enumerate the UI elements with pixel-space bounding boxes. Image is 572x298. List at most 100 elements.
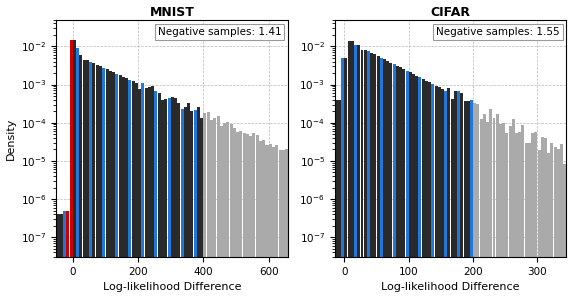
Bar bbox=[476, 104, 479, 298]
Bar bbox=[83, 60, 86, 298]
Bar bbox=[492, 118, 495, 298]
Bar bbox=[76, 48, 79, 298]
Bar bbox=[538, 150, 541, 298]
Bar bbox=[151, 86, 154, 298]
Bar bbox=[112, 72, 115, 298]
Bar bbox=[145, 88, 148, 298]
Bar bbox=[262, 140, 265, 298]
Bar bbox=[338, 100, 341, 298]
Text: Negative samples: 1.41: Negative samples: 1.41 bbox=[158, 27, 281, 37]
Bar bbox=[470, 100, 473, 298]
Bar bbox=[399, 68, 402, 298]
Bar bbox=[227, 122, 229, 298]
Bar bbox=[249, 136, 252, 298]
Bar bbox=[348, 41, 351, 298]
Bar bbox=[164, 99, 167, 298]
Bar bbox=[223, 123, 226, 298]
Bar bbox=[441, 89, 444, 298]
Bar bbox=[496, 114, 499, 298]
Bar bbox=[217, 117, 220, 298]
Bar bbox=[431, 84, 434, 298]
Bar bbox=[132, 81, 134, 298]
Bar bbox=[86, 60, 89, 298]
Bar bbox=[171, 97, 174, 298]
Bar bbox=[367, 51, 370, 298]
Bar bbox=[210, 120, 213, 298]
Bar bbox=[102, 68, 105, 298]
Bar bbox=[341, 58, 344, 298]
Bar bbox=[544, 138, 547, 298]
Bar bbox=[457, 91, 460, 298]
Bar bbox=[396, 66, 399, 298]
Bar bbox=[454, 91, 457, 298]
Bar bbox=[380, 58, 383, 298]
Bar bbox=[534, 132, 537, 298]
Bar bbox=[364, 50, 367, 298]
Bar bbox=[109, 71, 112, 298]
Bar bbox=[509, 126, 511, 298]
X-axis label: Log-likelihood Difference: Log-likelihood Difference bbox=[382, 283, 520, 292]
Bar bbox=[177, 103, 180, 298]
Bar bbox=[451, 99, 454, 298]
Bar bbox=[486, 122, 489, 298]
Bar bbox=[499, 123, 502, 298]
Bar bbox=[279, 150, 281, 298]
Bar bbox=[438, 87, 441, 298]
Bar bbox=[547, 153, 550, 298]
Bar bbox=[220, 126, 223, 298]
Bar bbox=[480, 119, 483, 298]
Bar bbox=[344, 58, 347, 298]
Bar bbox=[386, 61, 389, 298]
Bar bbox=[70, 40, 73, 298]
Bar bbox=[425, 81, 428, 298]
Bar bbox=[206, 112, 210, 298]
Bar bbox=[161, 100, 164, 298]
X-axis label: Log-likelihood Difference: Log-likelihood Difference bbox=[103, 283, 241, 292]
Bar bbox=[80, 55, 82, 298]
Bar bbox=[409, 72, 412, 298]
Bar bbox=[563, 164, 566, 298]
Bar bbox=[73, 40, 76, 298]
Bar bbox=[489, 109, 492, 298]
Bar bbox=[512, 119, 515, 298]
Bar bbox=[252, 134, 256, 298]
Bar bbox=[105, 69, 109, 298]
Bar bbox=[383, 59, 386, 298]
Bar bbox=[243, 133, 245, 298]
Bar bbox=[419, 77, 422, 298]
Bar bbox=[148, 87, 151, 298]
Bar bbox=[428, 83, 431, 298]
Bar bbox=[197, 107, 200, 298]
Bar bbox=[158, 93, 161, 298]
Bar bbox=[89, 62, 92, 298]
Bar bbox=[374, 54, 376, 298]
Bar bbox=[256, 136, 259, 298]
Bar bbox=[460, 93, 463, 298]
Bar bbox=[229, 124, 233, 298]
Bar bbox=[174, 98, 177, 298]
Bar bbox=[239, 131, 243, 298]
Bar bbox=[233, 128, 236, 298]
Bar bbox=[560, 144, 563, 298]
Bar bbox=[187, 103, 190, 298]
Title: MNIST: MNIST bbox=[150, 6, 194, 18]
Bar bbox=[200, 118, 203, 298]
Bar bbox=[473, 103, 476, 298]
Bar bbox=[393, 64, 396, 298]
Bar bbox=[96, 65, 99, 298]
Bar bbox=[265, 145, 268, 298]
Bar bbox=[554, 147, 557, 298]
Bar bbox=[116, 74, 118, 298]
Bar bbox=[93, 63, 96, 298]
Text: Negative samples: 1.55: Negative samples: 1.55 bbox=[436, 27, 559, 37]
Bar bbox=[246, 134, 249, 298]
Bar bbox=[269, 145, 272, 298]
Title: CIFAR: CIFAR bbox=[431, 6, 471, 18]
Bar bbox=[444, 91, 447, 298]
Bar bbox=[285, 149, 288, 298]
Bar bbox=[550, 143, 554, 298]
Bar bbox=[236, 132, 239, 298]
Bar bbox=[351, 41, 354, 298]
Bar bbox=[358, 45, 360, 298]
Bar bbox=[541, 137, 544, 298]
